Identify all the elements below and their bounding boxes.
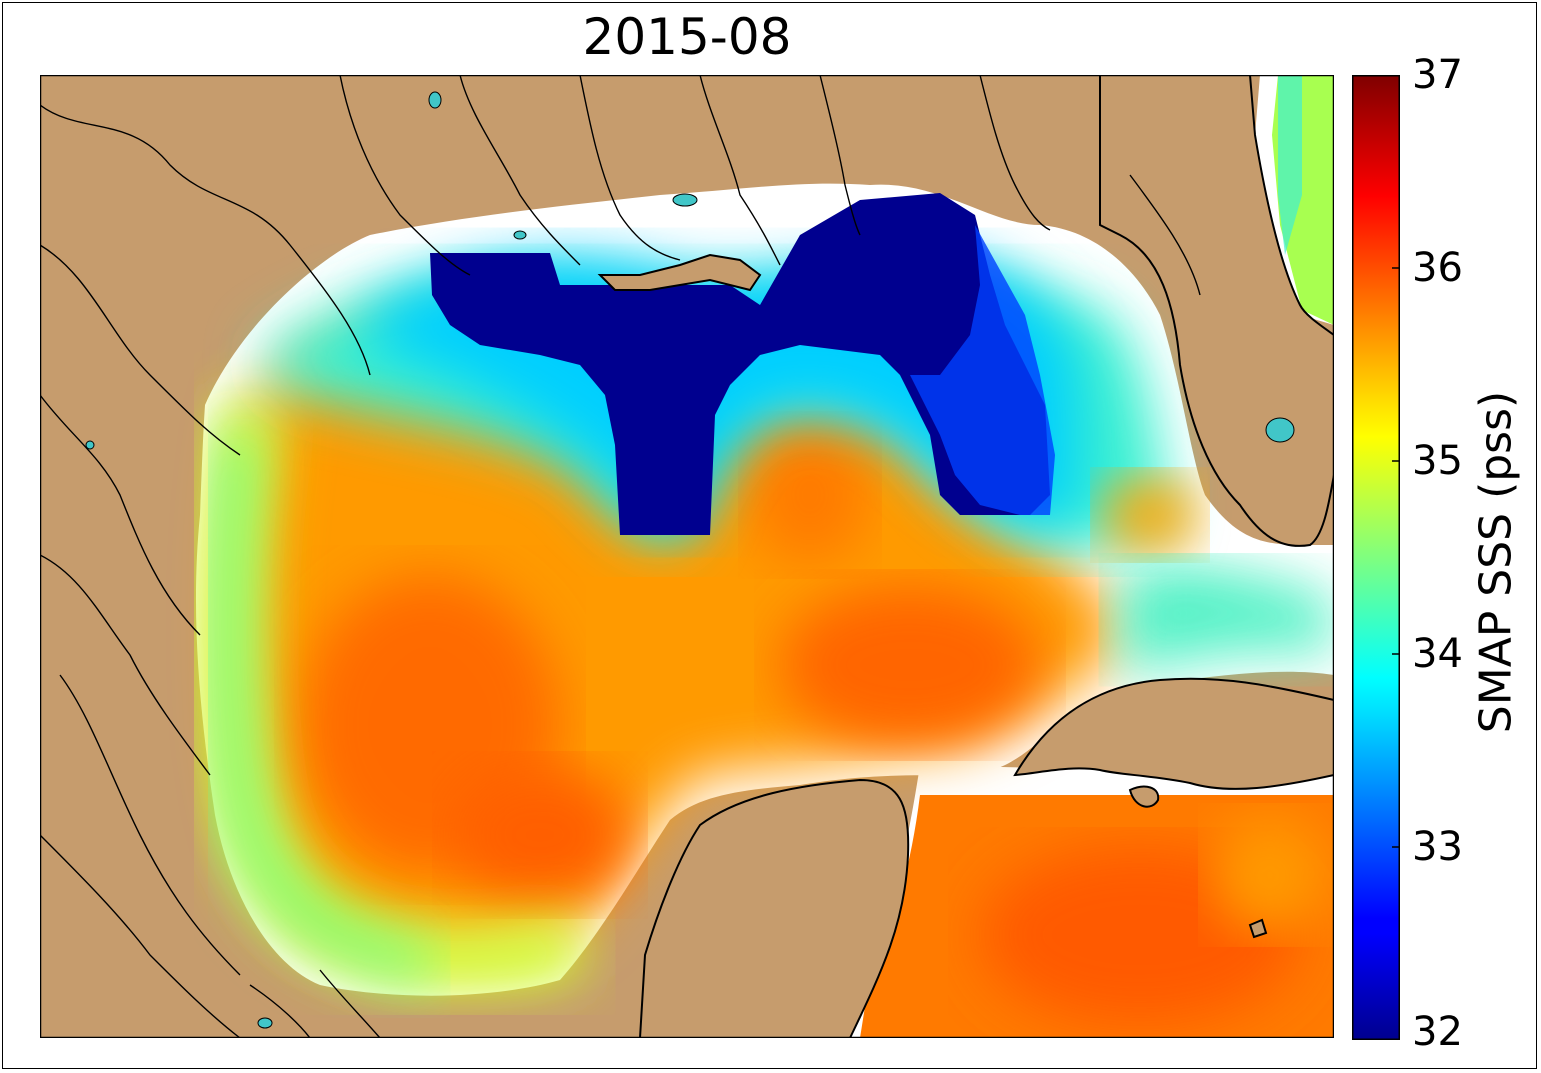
colorbar-tick-label: 33 (1412, 824, 1463, 870)
salinity-field (199, 75, 1334, 1038)
colorbar-tick-label: 35 (1412, 438, 1463, 484)
colorbar-gradient (1352, 75, 1400, 1040)
colorbar-tick-label: 36 (1412, 245, 1463, 291)
colorbar (1352, 75, 1400, 1040)
colorbar-tick-label: 32 (1412, 1009, 1463, 1055)
rivers-and-borders (40, 75, 1201, 1038)
colorbar-label: SMAP SSS (pss) (1470, 390, 1522, 734)
yucatan-land (638, 778, 910, 1038)
map-title: 2015-08 (582, 8, 792, 66)
lakes (85, 91, 1295, 1029)
colorbar-tick-label: 37 (1412, 52, 1463, 98)
salinity-map (40, 75, 1334, 1038)
colorbar-ticks (1392, 267, 1400, 848)
mississippi-plume (430, 193, 1050, 535)
colorbar-tick-label: 34 (1412, 631, 1463, 677)
cuba-land (1013, 677, 1334, 790)
